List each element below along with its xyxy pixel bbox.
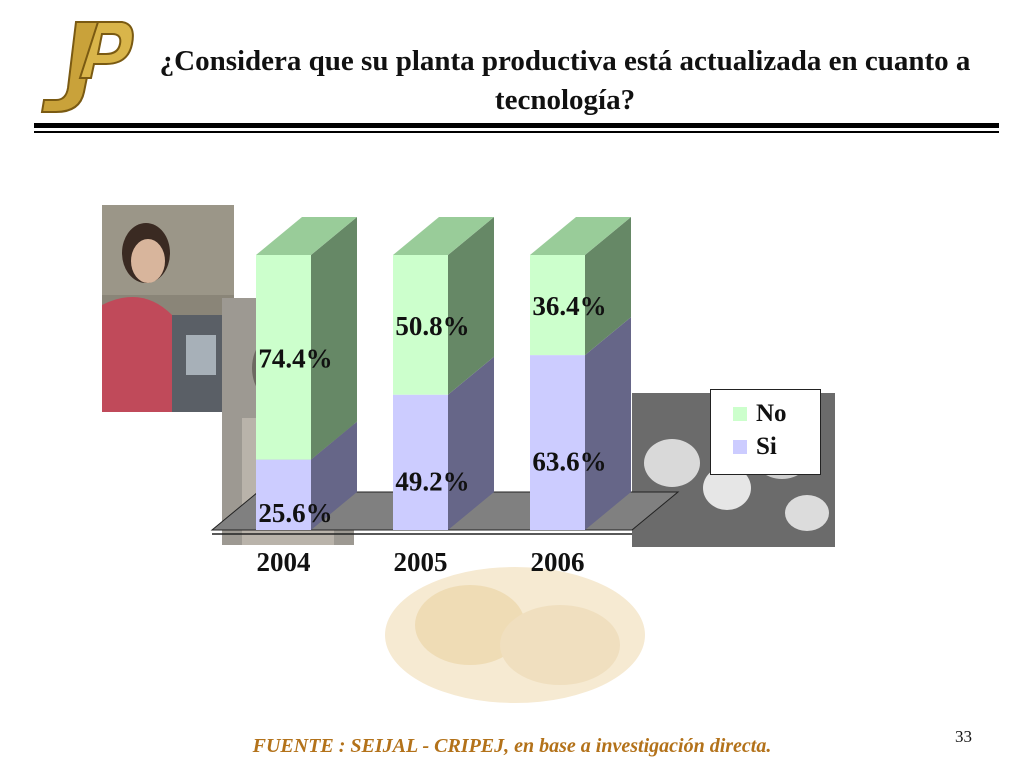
legend-item-no: No xyxy=(733,400,787,427)
page-number: 33 xyxy=(955,727,972,746)
bar-si-side-2004 xyxy=(311,421,357,530)
bar-no-2004 xyxy=(256,255,311,460)
title-rule-thin xyxy=(34,131,999,133)
legend-item-si: Si xyxy=(733,433,777,460)
bar-no-side-2006 xyxy=(585,217,631,356)
x-tick-label-2005: 2005 xyxy=(394,547,448,577)
data-label-si-2004: 25.6% xyxy=(258,498,332,528)
bar-no-2006 xyxy=(530,255,585,356)
bar-top-2004 xyxy=(256,217,357,255)
bar-si-2006 xyxy=(530,355,585,530)
x-tick-label-2006: 2006 xyxy=(531,547,585,577)
data-label-si-2005: 49.2% xyxy=(395,466,469,496)
data-label-si-2006: 63.6% xyxy=(532,447,606,477)
legend-label-no: No xyxy=(756,400,787,427)
bar-top-2006 xyxy=(530,217,631,255)
x-tick-label-2004: 2004 xyxy=(257,547,311,577)
bar-si-side-2006 xyxy=(585,317,631,530)
source-footer: FUENTE : SEIJAL - CRIPEJ, en base a inve… xyxy=(252,735,772,757)
legend-swatch-no xyxy=(733,407,747,421)
bar-si-2005 xyxy=(393,394,448,530)
slide-title: ¿Considera que su planta productiva está… xyxy=(159,45,971,116)
bar-si-side-2005 xyxy=(448,356,494,530)
data-label-no-2006: 36.4% xyxy=(532,291,606,321)
bar-no-side-2004 xyxy=(311,217,357,460)
bar-no-2005 xyxy=(393,255,448,395)
bar-si-2004 xyxy=(256,459,311,530)
jp-logo xyxy=(40,21,134,113)
title-rule-thick xyxy=(34,123,999,128)
bar-no-side-2005 xyxy=(448,217,494,395)
chart-legend: No Si xyxy=(710,389,821,475)
legend-label-si: Si xyxy=(756,433,777,460)
bar-top-2005 xyxy=(393,217,494,255)
data-label-no-2004: 74.4% xyxy=(258,343,332,373)
background-watermark-bread xyxy=(385,567,645,703)
legend-swatch-si xyxy=(733,440,747,454)
data-label-no-2005: 50.8% xyxy=(395,311,469,341)
